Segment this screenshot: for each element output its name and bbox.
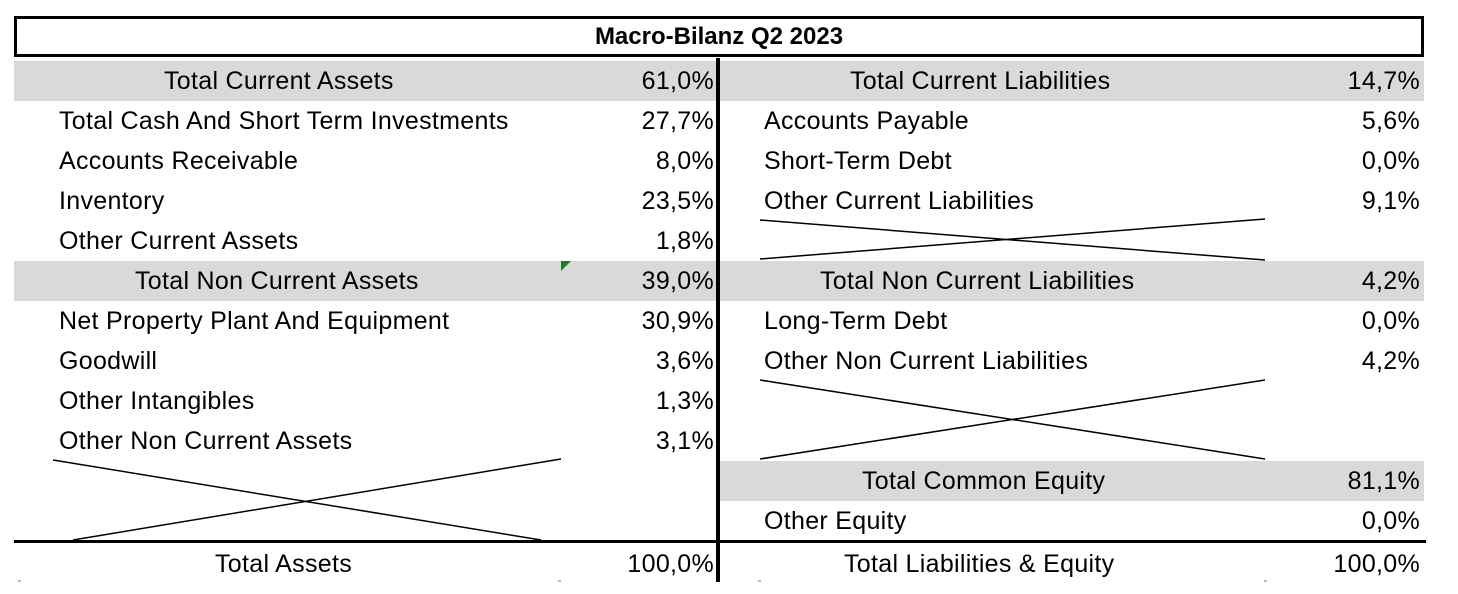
asset-value: 23,5% bbox=[641, 186, 714, 215]
liability-label: Other Current Liabilities bbox=[764, 186, 1035, 215]
asset-row[interactable]: Other Current Assets 1,8% bbox=[14, 221, 716, 261]
asset-row[interactable]: Total Cash And Short Term Investments 27… bbox=[14, 101, 716, 141]
total-current-liabilities-label: Total Current Liabilities bbox=[850, 66, 1111, 95]
equity-row[interactable]: Other Equity 0,0% bbox=[720, 501, 1424, 541]
empty-cell-cross-line bbox=[72, 458, 562, 541]
liability-row[interactable]: Short-Term Debt 0,0% bbox=[720, 141, 1424, 181]
liability-label: Short-Term Debt bbox=[764, 146, 952, 175]
liability-label: Long-Term Debt bbox=[764, 306, 948, 335]
asset-value: 1,8% bbox=[655, 226, 714, 255]
asset-value: 3,1% bbox=[655, 426, 714, 455]
asset-row[interactable]: Inventory 23,5% bbox=[14, 181, 716, 221]
total-noncurrent-liabilities-row[interactable]: Total Non Current Liabilities 4,2% bbox=[720, 261, 1424, 301]
liability-label: Other Non Current Liabilities bbox=[764, 346, 1089, 375]
column-divider bbox=[716, 58, 720, 582]
sheet-title-text: Macro-Bilanz Q2 2023 bbox=[594, 22, 844, 50]
asset-value: 3,6% bbox=[655, 346, 714, 375]
total-liabilities-equity-value: 100,0% bbox=[1333, 549, 1420, 578]
total-noncurrent-liabilities-label: Total Non Current Liabilities bbox=[820, 266, 1135, 295]
total-assets-value: 100,0% bbox=[627, 549, 714, 578]
total-noncurrent-assets-label: Total Non Current Assets bbox=[135, 266, 419, 295]
total-common-equity-label: Total Common Equity bbox=[862, 466, 1106, 495]
grid-tick bbox=[18, 580, 21, 582]
total-noncurrent-liabilities-value: 4,2% bbox=[1361, 266, 1420, 295]
asset-row[interactable]: Other Non Current Assets 3,1% bbox=[14, 421, 716, 461]
grid-tick bbox=[1264, 580, 1267, 582]
liability-row[interactable]: Long-Term Debt 0,0% bbox=[720, 301, 1424, 341]
empty-cell-cross-line bbox=[759, 218, 1266, 260]
asset-row[interactable]: Other Intangibles 1,3% bbox=[14, 381, 716, 421]
total-assets-row[interactable]: Total Assets 100,0% bbox=[14, 544, 716, 584]
comment-marker-icon[interactable] bbox=[561, 261, 571, 271]
grid-tick bbox=[758, 580, 761, 582]
equity-label: Other Equity bbox=[764, 506, 907, 535]
total-common-equity-value: 81,1% bbox=[1347, 466, 1420, 495]
asset-label: Accounts Receivable bbox=[59, 146, 299, 175]
liability-value: 5,6% bbox=[1361, 106, 1420, 135]
liability-label: Accounts Payable bbox=[764, 106, 969, 135]
empty-cell-cross-line bbox=[759, 219, 1266, 261]
total-current-liabilities-value: 14,7% bbox=[1347, 66, 1420, 95]
asset-row[interactable]: Accounts Receivable 8,0% bbox=[14, 141, 716, 181]
asset-label: Net Property Plant And Equipment bbox=[59, 306, 450, 335]
total-assets-label: Total Assets bbox=[215, 549, 352, 578]
asset-row[interactable]: Net Property Plant And Equipment 30,9% bbox=[14, 301, 716, 341]
asset-value: 27,7% bbox=[641, 106, 714, 135]
total-current-assets-label: Total Current Assets bbox=[164, 66, 394, 95]
total-noncurrent-assets-row[interactable]: Total Non Current Assets 39,0% bbox=[14, 261, 716, 301]
liability-value: 0,0% bbox=[1361, 146, 1420, 175]
asset-value: 1,3% bbox=[655, 386, 714, 415]
asset-row[interactable]: Goodwill 3,6% bbox=[14, 341, 716, 381]
equity-value: 0,0% bbox=[1361, 506, 1420, 535]
asset-label: Total Cash And Short Term Investments bbox=[59, 106, 509, 135]
asset-label: Goodwill bbox=[59, 346, 158, 375]
liability-row[interactable]: Other Current Liabilities 9,1% bbox=[720, 181, 1424, 221]
grid-tick bbox=[558, 580, 561, 582]
sheet-title: Macro-Bilanz Q2 2023 bbox=[14, 16, 1424, 57]
total-liabilities-equity-label: Total Liabilities & Equity bbox=[844, 549, 1115, 578]
asset-value: 30,9% bbox=[641, 306, 714, 335]
liability-value: 4,2% bbox=[1361, 346, 1420, 375]
asset-label: Other Non Current Assets bbox=[59, 426, 353, 455]
total-current-assets-row[interactable]: Total Current Assets 61,0% bbox=[14, 61, 716, 101]
total-current-assets-value: 61,0% bbox=[641, 66, 714, 95]
liability-value: 9,1% bbox=[1361, 186, 1420, 215]
totals-separator-line bbox=[14, 540, 1426, 543]
total-liabilities-equity-row[interactable]: Total Liabilities & Equity 100,0% bbox=[720, 544, 1424, 584]
total-current-liabilities-row[interactable]: Total Current Liabilities 14,7% bbox=[720, 61, 1424, 101]
liability-row[interactable]: Accounts Payable 5,6% bbox=[720, 101, 1424, 141]
empty-cell-cross-line bbox=[52, 459, 542, 541]
liability-row[interactable]: Other Non Current Liabilities 4,2% bbox=[720, 341, 1424, 381]
asset-label: Other Intangibles bbox=[59, 386, 255, 415]
asset-value: 8,0% bbox=[655, 146, 714, 175]
asset-label: Other Current Assets bbox=[59, 226, 299, 255]
total-noncurrent-assets-value: 39,0% bbox=[641, 266, 714, 295]
empty-cell-cross-line bbox=[759, 379, 1266, 460]
total-common-equity-row[interactable]: Total Common Equity 81,1% bbox=[720, 461, 1424, 501]
liability-value: 0,0% bbox=[1361, 306, 1420, 335]
asset-label: Inventory bbox=[59, 186, 165, 215]
